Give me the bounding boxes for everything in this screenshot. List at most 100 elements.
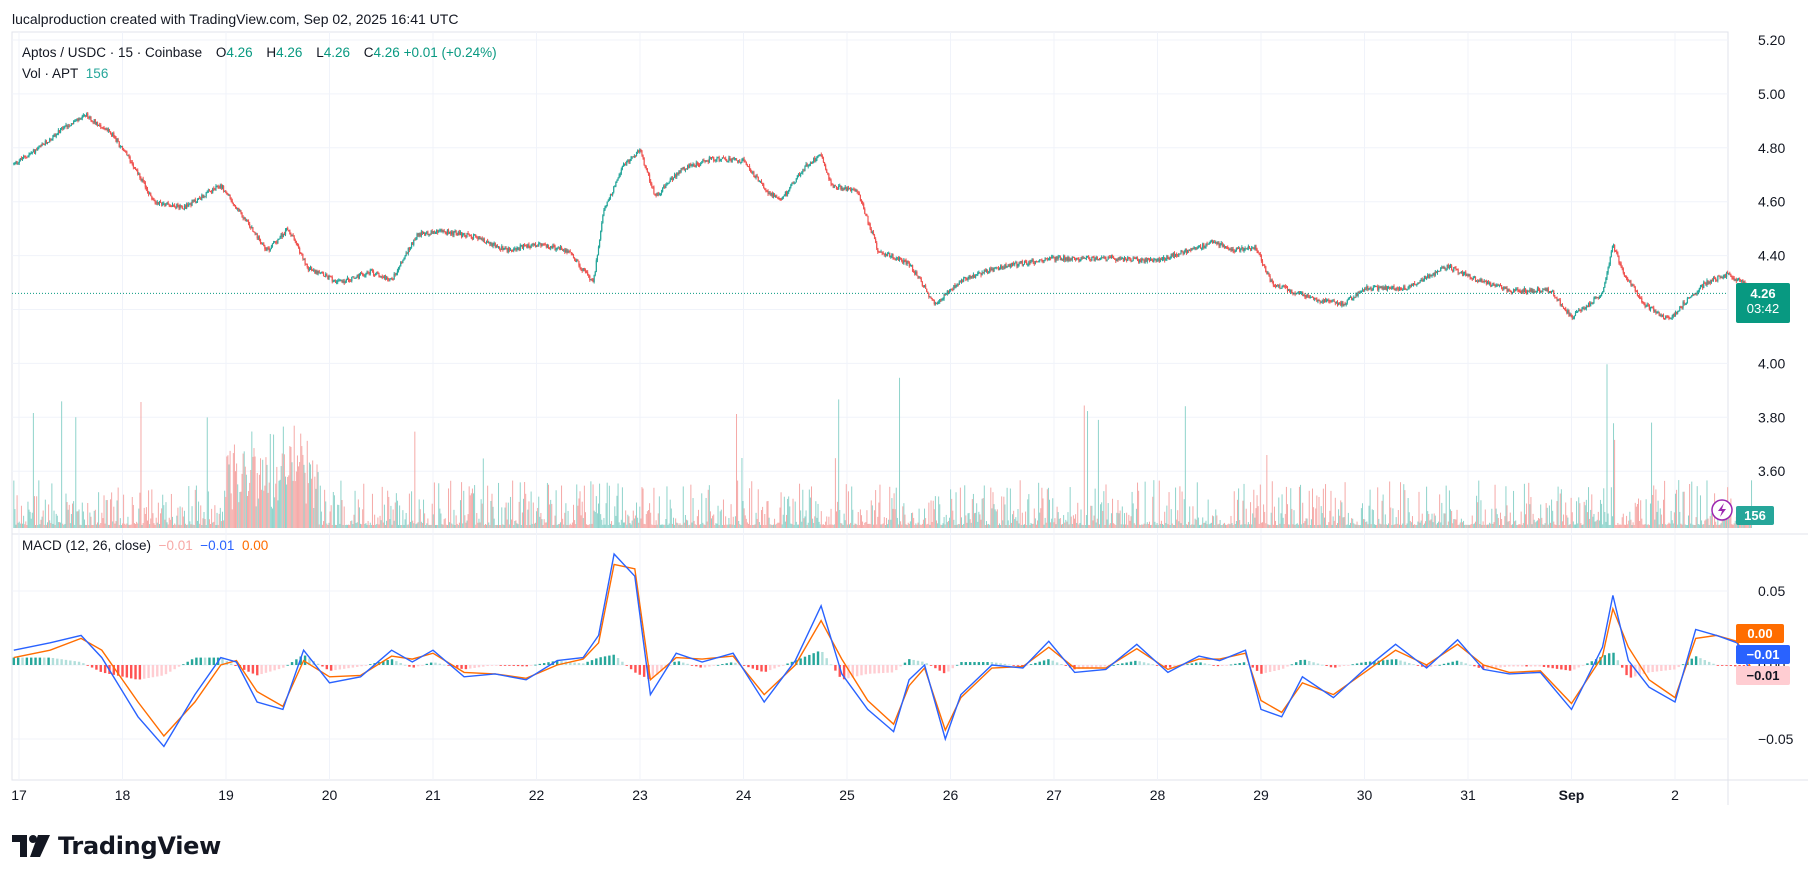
volume-bar [195, 485, 197, 528]
candle-body [1072, 256, 1075, 258]
volume-bar [1123, 513, 1125, 528]
volume-bar [1445, 485, 1447, 528]
volume-bar [82, 511, 84, 528]
candle-body [1226, 246, 1228, 248]
candle-body [1715, 278, 1717, 281]
volume-bar [1418, 491, 1420, 528]
candle-body [1052, 256, 1054, 258]
volume-bar [625, 510, 627, 528]
candle-body [371, 269, 374, 272]
volume-bar [1180, 523, 1182, 528]
candle-body [1335, 301, 1337, 304]
volume-bar [1386, 524, 1388, 528]
candle-body [1145, 258, 1147, 262]
candle-body [1516, 288, 1518, 290]
volume-bar [1390, 507, 1392, 528]
candle-body [775, 195, 777, 198]
candle-body [25, 156, 27, 158]
volume-bar [826, 516, 828, 528]
volume-bar [1501, 518, 1503, 528]
candle-body [1421, 279, 1423, 282]
candle-body [199, 197, 201, 199]
volume-bar [270, 506, 272, 528]
macd-histogram-bar [642, 665, 646, 677]
candle-body [834, 185, 837, 187]
candle-body [104, 128, 106, 130]
volume-bar [1470, 523, 1472, 528]
candle-body [1492, 282, 1494, 286]
volume-bar [771, 524, 773, 528]
candle-body [1518, 290, 1520, 292]
candle-body [30, 153, 32, 155]
volume-bar [1039, 512, 1041, 528]
candle-body [707, 160, 709, 163]
volume-bar [1471, 515, 1473, 528]
volume-bar [354, 490, 356, 528]
macd-histogram-bar [295, 659, 298, 665]
volume-bar [849, 524, 851, 528]
candle-body [550, 246, 552, 249]
candle-body [1049, 257, 1052, 259]
volume-bar [400, 524, 402, 528]
volume-bar [705, 497, 707, 528]
candle-body [1111, 256, 1114, 258]
candle-body [1549, 292, 1552, 294]
volume-bar [921, 523, 923, 528]
candle-body [493, 243, 495, 245]
macd-histogram-bar [221, 658, 224, 665]
volume-bar [1292, 524, 1294, 528]
volume-bar [1567, 517, 1569, 528]
candle-body [438, 231, 440, 233]
candle-body [1377, 286, 1379, 290]
volume-bar [263, 490, 265, 528]
candle-body [1061, 259, 1064, 261]
candle-body [1109, 257, 1111, 259]
candle-body [1616, 251, 1618, 254]
volume-bar [995, 511, 997, 528]
candle-body [26, 156, 28, 158]
volume-bar [675, 518, 677, 528]
volume-bar [289, 446, 291, 528]
volume-bar [695, 524, 697, 528]
volume-bar [36, 496, 38, 528]
volume-bar [430, 524, 432, 528]
candle-body [1419, 280, 1421, 283]
candle-body [1257, 250, 1259, 254]
candle-body [583, 268, 585, 271]
volume-bar [17, 522, 19, 528]
candle-body [684, 168, 687, 171]
candle-body [576, 259, 578, 262]
candle-body [1694, 293, 1696, 295]
volume-bar [1090, 505, 1092, 528]
volume-bar [211, 508, 213, 528]
volume-bar [220, 521, 222, 528]
candle-body [1539, 288, 1541, 293]
volume-bar [750, 524, 752, 528]
volume-bar [356, 522, 358, 528]
candle-body [93, 119, 95, 123]
candle-body [800, 173, 802, 176]
volume-bar [1410, 522, 1412, 528]
volume-bar [934, 496, 936, 528]
candle-body [1340, 302, 1342, 306]
candle-body [501, 246, 503, 250]
volume-bar [712, 515, 714, 528]
volume-bar [1069, 487, 1071, 528]
volume-bar [729, 524, 731, 528]
candle-body [258, 237, 261, 240]
volume-bar [1468, 524, 1470, 528]
candle-body [342, 280, 344, 282]
volume-bar [1116, 512, 1118, 528]
candle-body [776, 195, 778, 198]
volume-bar [905, 524, 907, 528]
candle-body [1637, 295, 1640, 297]
volume-bar [1098, 524, 1100, 528]
candle-body [1133, 257, 1135, 259]
volume-bar [1407, 498, 1409, 528]
candle-body [404, 256, 406, 259]
volume-bar [1529, 504, 1531, 528]
volume-bar [1332, 516, 1334, 528]
volume-bar [489, 524, 491, 528]
candle-body [514, 248, 516, 250]
